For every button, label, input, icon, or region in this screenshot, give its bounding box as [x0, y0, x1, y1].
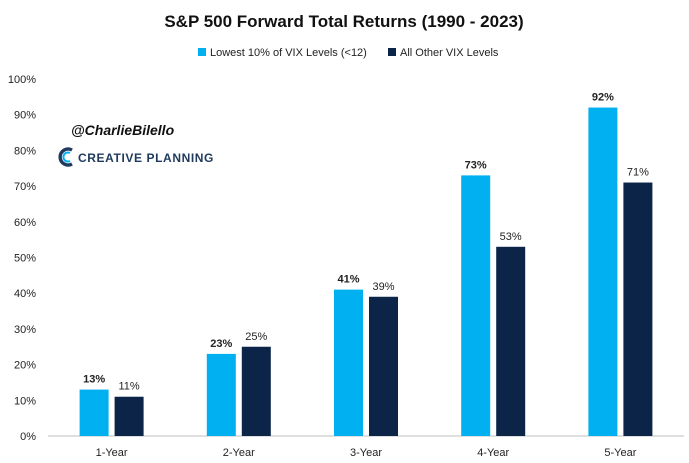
data-label: 71% [627, 167, 649, 179]
x-tick-label: 5-Year [604, 447, 636, 459]
x-axis: 1-Year 2-Year 3-Year 4-Year 5-Year [96, 447, 637, 459]
y-tick-label: 50% [14, 253, 36, 265]
y-axis: 0% 10% 20% 30% 40% 50% 60% 70% 80% 90% 100% [8, 74, 36, 443]
legend-label-lowest-vix: Lowest 10% of VIX Levels (<12) [210, 47, 367, 59]
bars [79, 107, 653, 436]
y-tick-label: 40% [14, 288, 36, 300]
bar-lowest-vix [334, 289, 363, 436]
bar-other-vix [114, 396, 144, 436]
x-tick-label: 1-Year [96, 447, 128, 459]
y-tick-label: 20% [14, 360, 36, 372]
data-label: 39% [372, 281, 394, 293]
data-labels: 13% 11% 23% 25% 41% 39% 73% 53% 92% 71% [83, 92, 649, 393]
legend: Lowest 10% of VIX Levels (<12) All Other… [198, 47, 499, 59]
data-label: 11% [118, 381, 139, 393]
creative-planning-logo-icon [58, 147, 73, 167]
legend-label-other-vix: All Other VIX Levels [400, 47, 499, 59]
legend-swatch-other-vix [388, 48, 396, 56]
y-tick-label: 100% [8, 74, 36, 86]
y-tick-label: 30% [14, 324, 36, 336]
x-tick-label: 4-Year [477, 447, 509, 459]
x-tick-label: 2-Year [223, 447, 255, 459]
bar-other-vix [496, 246, 526, 436]
data-label: 73% [465, 159, 487, 171]
y-tick-label: 60% [14, 217, 36, 229]
x-tick-label: 3-Year [350, 447, 382, 459]
watermark: @CharlieBilello CREATIVE PLANNING [58, 122, 214, 167]
y-tick-label: 0% [20, 431, 36, 443]
data-label: 23% [210, 338, 232, 350]
watermark-handle: @CharlieBilello [71, 122, 175, 138]
watermark-brand: CREATIVE PLANNING [78, 151, 214, 165]
bar-other-vix [623, 182, 653, 436]
data-label: 92% [592, 92, 614, 104]
bar-other-vix [241, 346, 271, 436]
y-tick-label: 80% [14, 145, 36, 157]
legend-swatch-lowest-vix [198, 48, 206, 56]
bar-lowest-vix [588, 107, 618, 436]
chart-title: S&P 500 Forward Total Returns (1990 - 20… [164, 12, 523, 31]
data-label: 53% [500, 231, 522, 243]
data-label: 41% [337, 274, 359, 286]
bar-lowest-vix [206, 353, 236, 436]
y-tick-label: 10% [14, 395, 36, 407]
y-tick-label: 90% [14, 110, 36, 122]
bar-lowest-vix [461, 175, 491, 436]
y-tick-label: 70% [14, 181, 36, 193]
data-label: 25% [245, 331, 267, 343]
data-label: 13% [83, 374, 105, 386]
bar-other-vix [369, 296, 398, 436]
bar-lowest-vix [79, 389, 109, 436]
